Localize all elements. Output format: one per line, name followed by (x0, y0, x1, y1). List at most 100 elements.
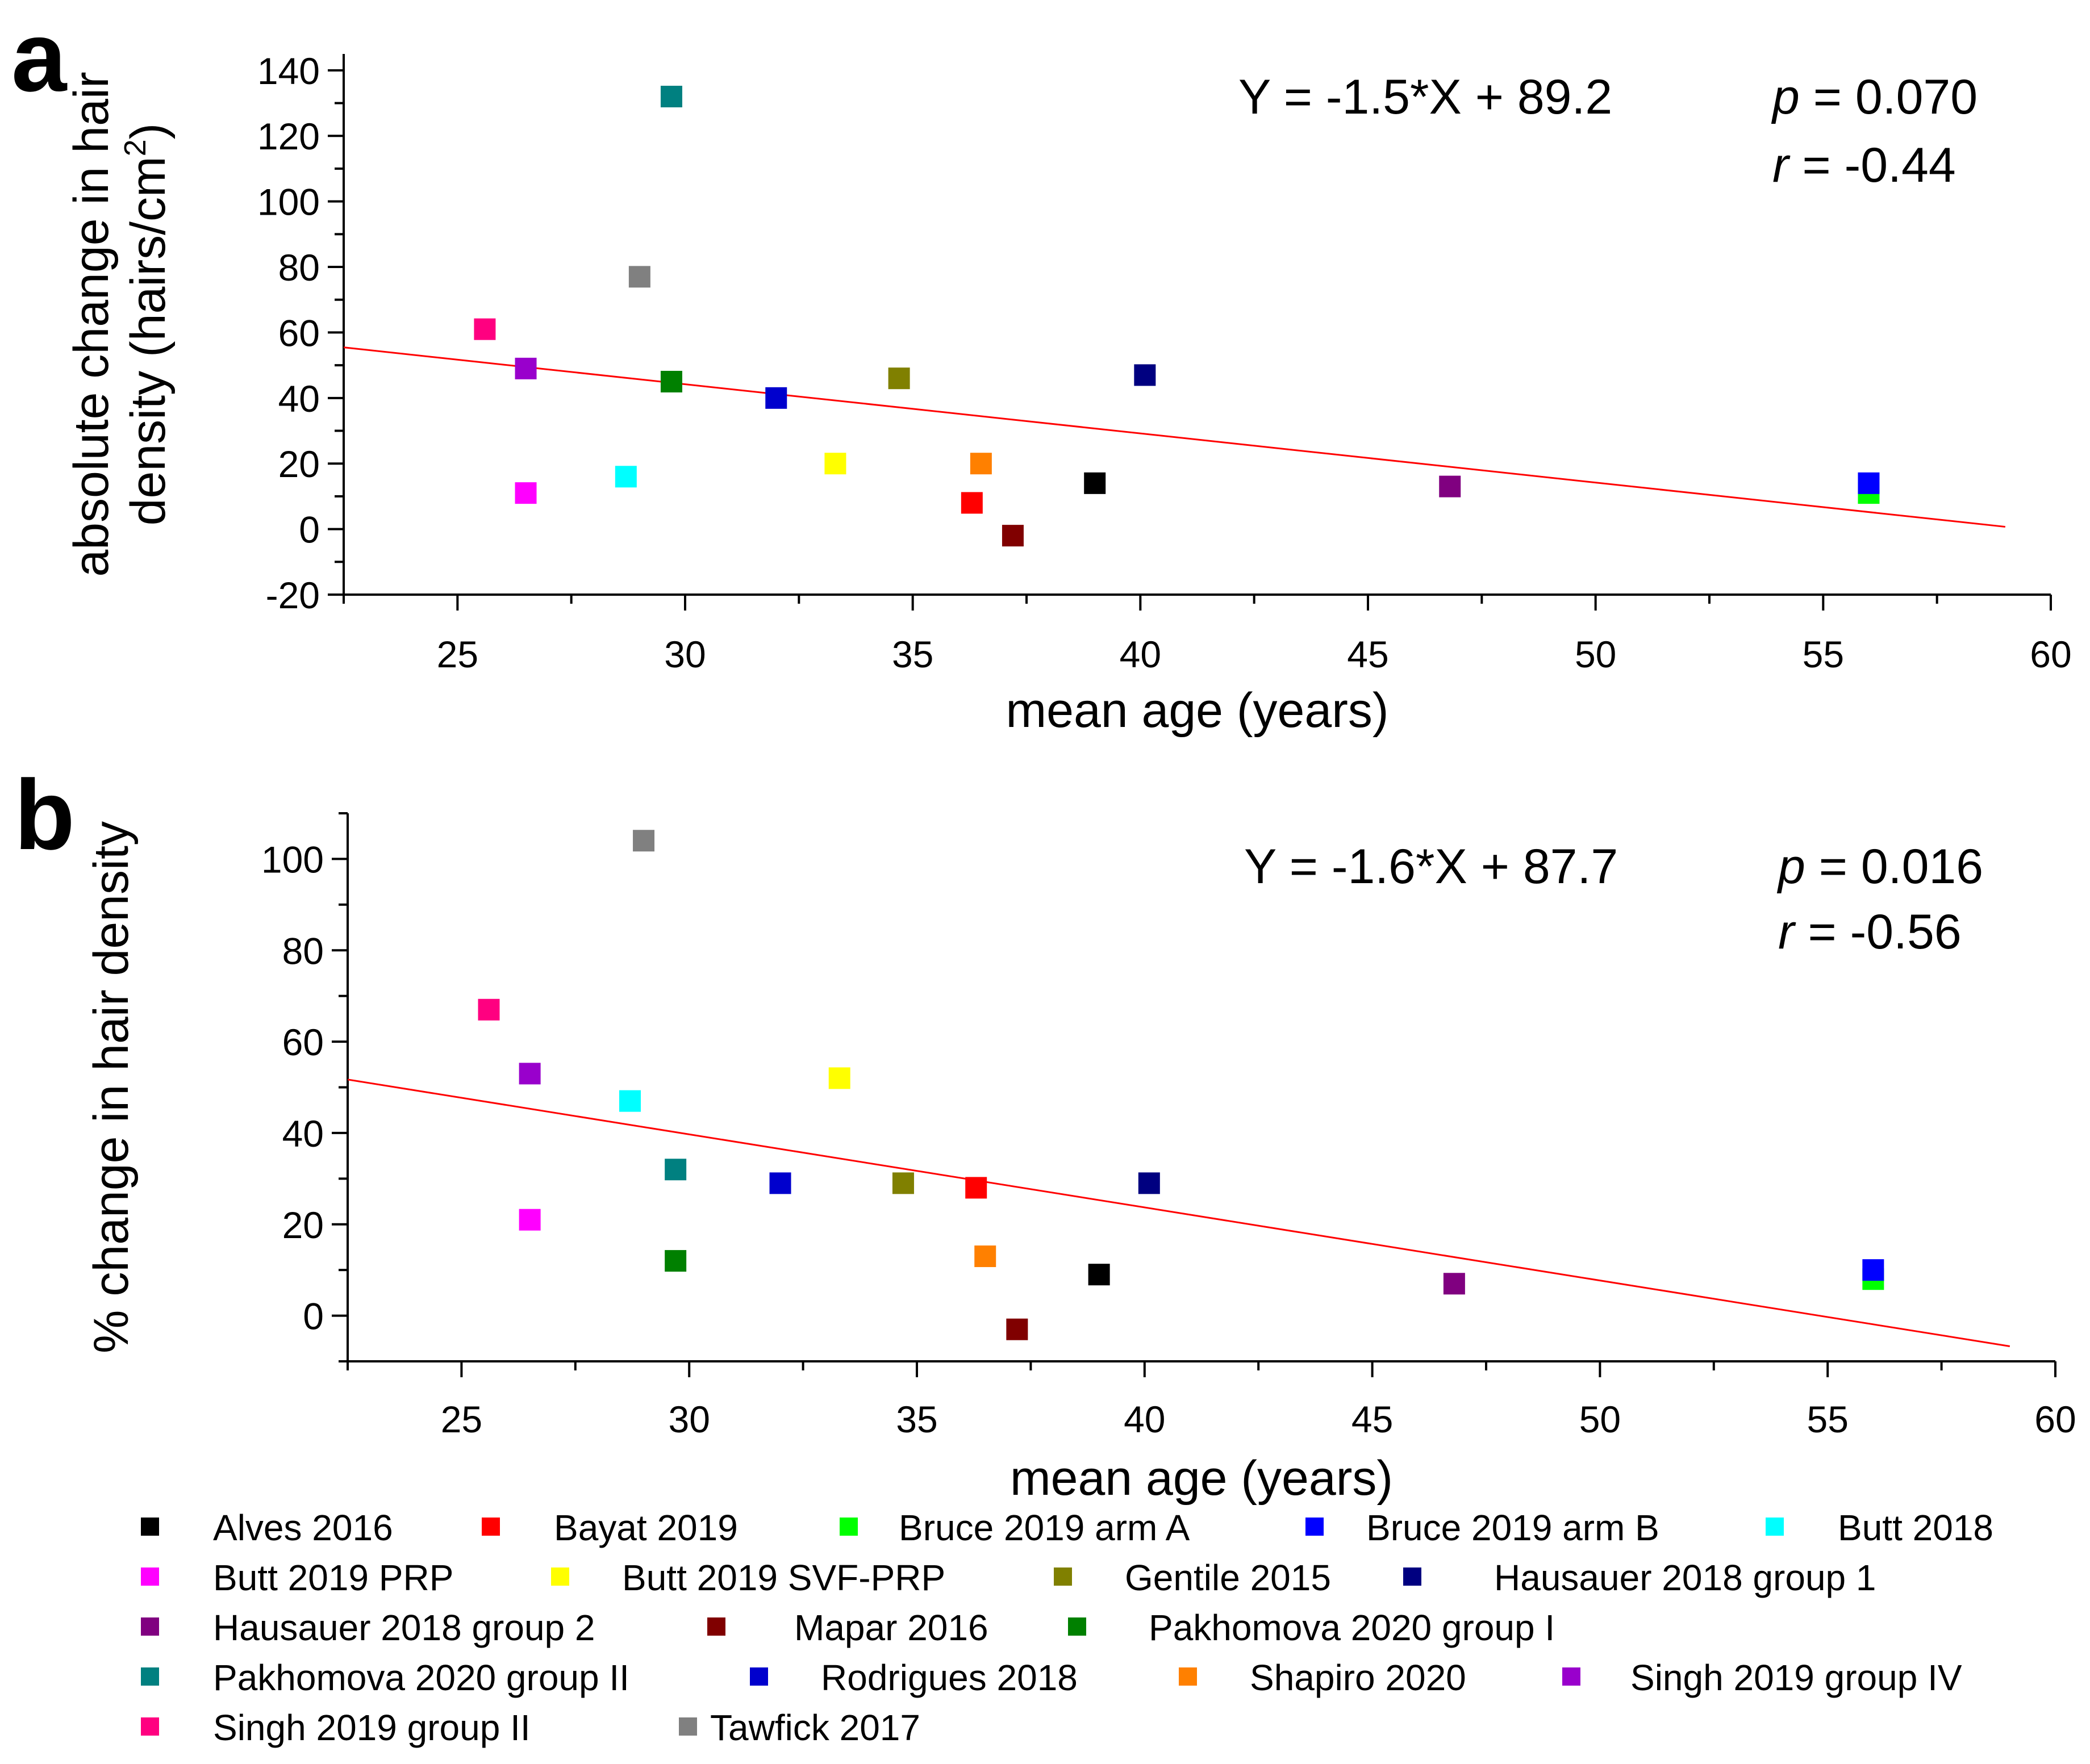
legend-swatch (679, 1717, 697, 1736)
data-point (515, 482, 537, 504)
legend-swatch (750, 1667, 768, 1686)
legend-swatch (1766, 1518, 1784, 1536)
x-tick-label: 50 (1579, 1398, 1621, 1440)
panel-b: b 25 30 35 40 45 50 55 60 0 20 40 60 80 100 mean age (y… (14, 760, 2076, 1506)
y-tick-label: 140 (257, 50, 320, 92)
data-point (769, 1172, 791, 1194)
x-tick-label: 50 (1575, 633, 1616, 675)
legend-label: Gentile 2015 (1125, 1557, 1331, 1598)
x-axis-title: mean age (years) (1010, 1451, 1393, 1506)
legend-label: Singh 2019 group IV (1630, 1657, 1962, 1698)
x-tick-label: 35 (896, 1398, 937, 1440)
data-point (633, 830, 655, 852)
legend-swatch (1403, 1567, 1421, 1586)
x-tick-label: 55 (1807, 1398, 1848, 1440)
x-tick-label: 60 (2034, 1398, 2076, 1440)
data-point (519, 1063, 541, 1085)
data-point (970, 453, 992, 475)
legend-label: Butt 2019 SVF-PRP (622, 1557, 945, 1598)
y-tick-label: 60 (278, 312, 320, 354)
p-value: p = 0.016 (1776, 839, 1983, 894)
legend-label: Shapiro 2020 (1250, 1657, 1466, 1698)
x-tick-label: 55 (1803, 633, 1844, 675)
legend-swatch (1562, 1667, 1580, 1686)
data-point (628, 266, 650, 288)
legend-swatch (1179, 1667, 1197, 1686)
legend-swatch (482, 1518, 500, 1536)
data-point (1084, 472, 1106, 494)
legend-swatch (1305, 1518, 1324, 1536)
legend-swatch (1068, 1617, 1086, 1636)
data-point (665, 1250, 687, 1272)
regression-line (343, 346, 2006, 528)
data-point (1006, 1318, 1028, 1340)
data-point (665, 1159, 687, 1181)
data-point (660, 86, 682, 108)
data-point (615, 466, 637, 488)
legend-label: Butt 2019 PRP (213, 1557, 453, 1598)
data-point (961, 492, 983, 514)
r-value: r = -0.44 (1772, 138, 1956, 193)
y-axis-title: % change in hair density (84, 821, 139, 1353)
y-tick-label: 80 (278, 246, 320, 289)
regression-line (347, 1079, 2010, 1347)
legend-label: Bayat 2019 (554, 1507, 738, 1548)
x-tick-label: 45 (1347, 633, 1388, 675)
data-point (474, 318, 496, 340)
legend-label: Butt 2018 (1838, 1507, 1993, 1548)
legend-label: Bruce 2019 arm B (1366, 1507, 1659, 1548)
legend-swatch (141, 1567, 159, 1586)
data-point (1134, 364, 1156, 386)
data-point (478, 998, 500, 1021)
x-tick-label: 60 (2030, 633, 2071, 675)
x-tick-label: 25 (441, 1398, 482, 1440)
legend-swatch (141, 1717, 159, 1736)
x-tick-label: 40 (1120, 633, 1161, 675)
y-tick-label: 20 (282, 1204, 324, 1246)
y-tick-label: 60 (282, 1021, 324, 1063)
data-point (892, 1172, 914, 1194)
x-tick-label: 30 (664, 633, 706, 675)
legend-label: Hausauer 2018 group 1 (1494, 1557, 1876, 1598)
panel-letter: b (14, 760, 75, 871)
regression-equation: Y = -1.5*X + 89.2 (1238, 70, 1612, 124)
panel-letter: a (11, 2, 68, 112)
y-tick-label: 0 (303, 1295, 324, 1337)
data-point (828, 1067, 850, 1089)
data-point (519, 1209, 541, 1231)
data-point (1138, 1172, 1160, 1194)
legend-label: Alves 2016 (213, 1507, 393, 1548)
legend-label: Bruce 2019 arm A (899, 1507, 1190, 1548)
legend: Alves 2016 Bayat 2019 Bruce 2019 arm A Bruc… (141, 1507, 1993, 1748)
data-point (515, 357, 537, 379)
data-point (974, 1245, 996, 1268)
legend-swatch (707, 1617, 725, 1636)
legend-label: Mapar 2016 (794, 1607, 988, 1648)
legend-swatch (1054, 1567, 1072, 1586)
x-tick-label: 30 (668, 1398, 710, 1440)
legend-label: Hausauer 2018 group 2 (213, 1607, 595, 1648)
y-axis-title: absolute change in hairdensity (hairs/cm… (64, 72, 176, 576)
y-tick-label: 0 (299, 509, 320, 551)
legend-label: Rodrigues 2018 (821, 1657, 1078, 1698)
x-tick-label: 45 (1351, 1398, 1393, 1440)
legend-swatch (551, 1567, 569, 1586)
y-tick-label: 100 (261, 838, 324, 880)
data-point (1002, 525, 1024, 547)
y-tick-label: 40 (278, 378, 320, 420)
data-point (824, 453, 846, 475)
data-point (1443, 1273, 1465, 1295)
y-tick-label: 100 (257, 181, 320, 223)
legend-label: Pakhomova 2020 group I (1149, 1607, 1555, 1648)
data-point (965, 1177, 987, 1199)
data-point (888, 367, 910, 390)
x-tick-label: 35 (892, 633, 933, 675)
data-point (1088, 1264, 1110, 1286)
y-tick-label: 20 (278, 443, 320, 485)
y-tick-label: -20 (266, 574, 320, 616)
x-axis-title: mean age (years) (1006, 683, 1389, 738)
legend-label: Pakhomova 2020 group II (213, 1657, 629, 1698)
x-tick-label: 40 (1124, 1398, 1165, 1440)
y-tick-label: 40 (282, 1113, 324, 1155)
